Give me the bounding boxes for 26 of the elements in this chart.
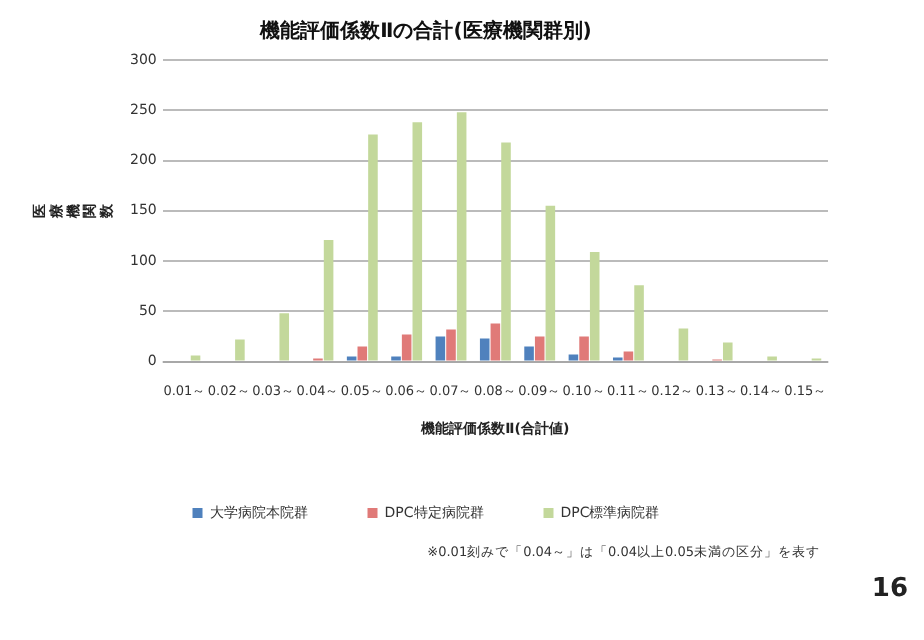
bar bbox=[722, 342, 733, 361]
bar bbox=[435, 336, 446, 361]
bar bbox=[678, 328, 689, 361]
bar bbox=[357, 346, 368, 361]
bar bbox=[190, 355, 201, 361]
bar bbox=[235, 339, 245, 361]
bar bbox=[568, 354, 579, 361]
bar bbox=[579, 336, 589, 361]
bar bbox=[634, 285, 644, 361]
bar bbox=[368, 134, 378, 361]
bar bbox=[456, 112, 467, 361]
bar bbox=[534, 336, 545, 361]
bar bbox=[545, 205, 556, 361]
bar bbox=[524, 346, 534, 361]
bar bbox=[412, 122, 423, 361]
bar bbox=[623, 351, 634, 361]
bar bbox=[501, 142, 511, 361]
bar bbox=[446, 329, 456, 361]
bar bbox=[401, 334, 412, 361]
bar bbox=[479, 338, 490, 361]
bar bbox=[490, 323, 501, 361]
bar bbox=[323, 239, 334, 361]
bar bbox=[589, 252, 600, 361]
text: 16 bbox=[869, 574, 908, 604]
chart-title: 機能評価係数Ⅱの合計(医療機関群別) bbox=[258, 19, 592, 44]
bar bbox=[279, 313, 290, 361]
